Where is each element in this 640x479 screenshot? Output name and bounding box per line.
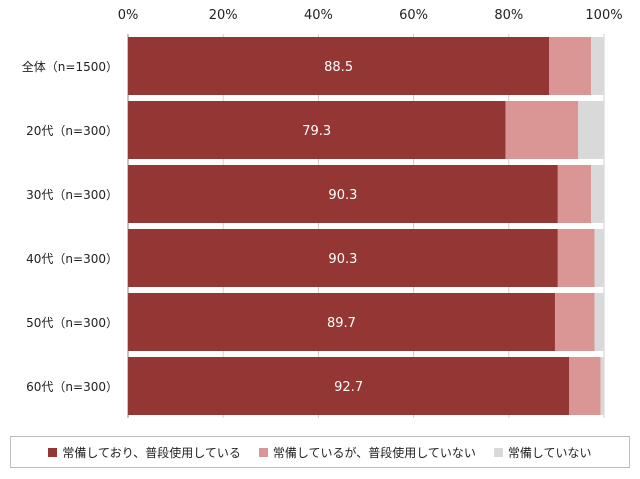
legend-swatch (48, 447, 58, 457)
legend-item: 常備していない (493, 444, 592, 461)
bar-segment (128, 229, 558, 287)
category-label: 40代（n=300） (26, 252, 118, 266)
bar-segment (591, 165, 604, 223)
x-tick-label: 0% (118, 8, 139, 23)
bar-segment (549, 37, 592, 95)
bar-segment (128, 357, 570, 415)
category-label: 50代（n=300） (26, 316, 118, 330)
bar-segment (128, 165, 558, 223)
category-label: 60代（n=300） (26, 380, 118, 394)
bar-data-label: 90.3 (328, 188, 357, 203)
legend-item: 常備しており、普段使用している (48, 444, 241, 461)
legend-label: 常備していない (507, 445, 592, 460)
x-tick-label: 20% (209, 8, 238, 23)
legend-label: 常備しており、普段使用している (62, 445, 241, 460)
legend-swatch (258, 447, 268, 457)
bar-data-label: 88.5 (324, 60, 353, 75)
chart-legend: 常備しており、普段使用している 常備しているが、普段使用していない 常備していない (10, 436, 630, 468)
x-tick-label: 40% (304, 8, 333, 23)
bar-data-label: 92.7 (334, 380, 363, 395)
bar-data-label: 89.7 (327, 316, 356, 331)
bar-segment (600, 357, 604, 415)
bar-data-label: 79.3 (302, 124, 331, 139)
bar-segment (128, 101, 506, 159)
bar-segment (591, 37, 604, 95)
category-label: 30代（n=300） (26, 188, 118, 202)
bar-segment (128, 37, 550, 95)
bar-segment (554, 293, 595, 351)
bar-segment (594, 293, 604, 351)
bar-data-label: 90.3 (328, 252, 357, 267)
x-tick-label: 80% (494, 8, 523, 23)
stacked-bar-chart: 0% 20% 40% 60% 80% 100% 88.5 全体（n=1500） 79.3 20代（… (22, 8, 623, 418)
bar-segment (557, 165, 592, 223)
legend-item: 常備しているが、普段使用していない (258, 444, 476, 461)
x-tick-label: 100% (585, 8, 622, 23)
bar-segment (569, 357, 601, 415)
bar-segment (594, 229, 604, 287)
bar-segment (505, 101, 579, 159)
category-label: 全体（n=1500） (22, 59, 118, 74)
bar-segment (128, 293, 555, 351)
legend-swatch (493, 447, 503, 457)
legend-label: 常備しているが、普段使用していない (272, 445, 476, 460)
bar-segment (578, 101, 604, 159)
category-label: 20代（n=300） (26, 124, 118, 138)
bar-segment (557, 229, 595, 287)
x-tick-label: 60% (399, 8, 428, 23)
